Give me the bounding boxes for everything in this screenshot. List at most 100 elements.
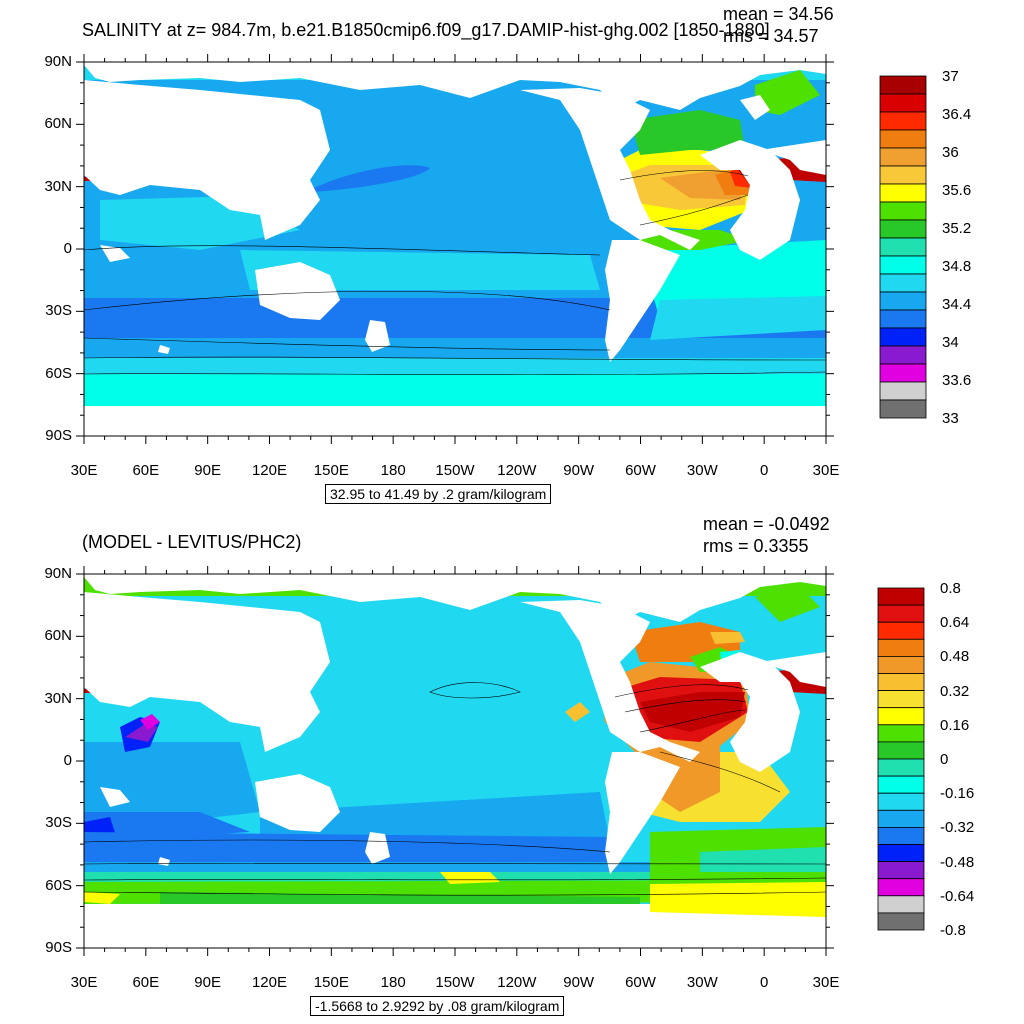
lon-label: 60W [625,974,656,991]
colorbar-label: -0.16 [940,785,975,803]
colorbar-box [877,792,925,811]
colorbar-box [879,93,927,113]
difference-map [76,566,834,956]
lon-label: 150E [313,462,349,479]
lat-ticks-1 [76,61,834,437]
colorbar-box [879,363,927,383]
colorbar-box [879,381,927,401]
colorbar-label: 0.16 [940,716,970,734]
colorbar-box [877,844,925,863]
colorbar-box [879,309,927,329]
lon-label: 30E [812,462,840,479]
rms-label: rms = 0.3355 [703,536,809,556]
lon-label: 30E [70,974,98,991]
colorbar-box [877,690,925,709]
lat-label: 30S [45,814,72,832]
lon-label: 90W [563,974,595,991]
colorbar-label: 0.32 [940,682,970,700]
lat-label: 60S [45,364,72,382]
colorbar-box [879,111,927,131]
colorbar-label: -0.8 [940,922,966,939]
colorbar-box [877,826,925,845]
mean-label: mean = -0.0492 [703,514,830,534]
lon-label: 180 [380,974,406,991]
lat-ticks-2 [76,573,834,949]
colorbar-label: -0.48 [940,853,975,871]
lat-label: 30N [44,177,72,195]
lon-ticks-1 [83,54,827,444]
lat-label: 60N [44,627,72,645]
salinity-panel: SALINITY at z= 984.7m, b.e21.B1850cmip6.… [44,4,972,504]
panel-title: SALINITY at z= 984.7m, b.e21.B1850cmip6.… [82,20,770,40]
lon-label: 90W [563,462,595,479]
colorbar-label: 0.8 [940,580,961,597]
colorbar-box [879,165,927,185]
mean-label: mean = 34.56 [723,4,834,24]
colorbar-label: -0.64 [940,887,975,905]
colorbar-box [877,587,925,606]
lon-label: 90E [194,462,221,479]
lon-label: 60W [625,462,656,479]
lat-label: 60S [45,876,72,894]
colorbar-box [879,75,927,95]
lon-label: 150W [435,974,475,991]
lon-label: 30W [686,974,718,991]
salinity-map [76,54,834,444]
lon-label: 120W [497,462,537,479]
lon-label: 120W [497,974,537,991]
colorbar-box [877,621,925,640]
colorbar-label: 0 [940,751,949,768]
colorbar-box [877,861,925,880]
colorbar-box [879,147,927,167]
lon-label: 30W [686,462,718,479]
colorbar-box [877,638,925,657]
colorbar-label: -0.32 [940,819,975,837]
lon-label: 60E [132,462,160,479]
colorbar-box [879,201,927,221]
lat-label: 0 [63,240,72,257]
colorbar-box [879,237,927,257]
colorbar-box [877,809,925,828]
colorbar-box [877,604,925,623]
colorbar-label: 35.2 [942,220,972,237]
colorbar-box [879,327,927,347]
colorbar-box [877,673,925,692]
colorbar-label: 36.4 [942,106,972,123]
lon-label: 0 [759,974,769,991]
colorbar-box [877,912,925,931]
colorbar-box [877,656,925,674]
lon-label: 60E [132,974,160,991]
colorbar-label: 37 [942,68,959,85]
colorbar-label: 0.64 [940,614,970,632]
lat-label: 60N [44,115,72,133]
difference-panel: (MODEL - LEVITUS/PHC2) mean = -0.0492 rm… [0,512,1024,1024]
colorbar-box [877,775,925,794]
lat-label: 30N [44,689,72,707]
colorbar-box [877,724,925,743]
colorbar-box [877,707,925,726]
colorbar-box [879,291,927,311]
lon-label: 90E [194,974,221,991]
colorbar-box [877,741,925,760]
colorbar-box [879,399,927,419]
colorbar-box [877,758,925,777]
colorbar-label: 35.6 [942,182,972,199]
lon-label: 30E [70,462,98,479]
lon-label: 120E [251,974,288,991]
colorbar-label: 34.8 [942,258,972,275]
lon-ticks-2 [83,566,827,956]
lon-label: 30E [812,974,840,991]
colorbar-box [877,878,925,897]
units-label: -1.5668 to 2.9292 by .08 gram/kilogram [310,996,565,1016]
colorbar-box [879,273,927,293]
colorbar-label: 0.48 [940,648,970,666]
colorbar-1 [879,75,927,419]
colorbar-2 [877,587,925,931]
lat-label: 90N [44,565,72,582]
colorbar-box [879,183,927,203]
colorbar-box [877,895,925,914]
colorbar-box [879,255,927,275]
lat-label: 30S [45,302,72,320]
lon-label: 150E [313,974,349,991]
colorbar-label: 33.6 [942,372,972,389]
